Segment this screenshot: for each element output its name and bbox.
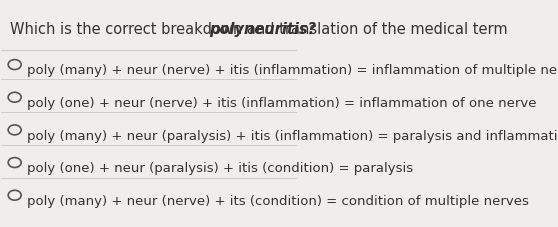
Text: poly (one) + neur (nerve) + itis (inflammation) = inflammation of one nerve: poly (one) + neur (nerve) + itis (inflam… (27, 97, 536, 110)
Text: polyneuritis?: polyneuritis? (209, 22, 316, 37)
Text: poly (many) + neur (nerve) + itis (inflammation) = inflammation of multiple nerv: poly (many) + neur (nerve) + itis (infla… (27, 64, 558, 77)
Text: poly (one) + neur (paralysis) + itis (condition) = paralysis: poly (one) + neur (paralysis) + itis (co… (27, 162, 412, 175)
Text: poly (many) + neur (paralysis) + itis (inflammation) = paralysis and inflammatio: poly (many) + neur (paralysis) + itis (i… (27, 129, 558, 142)
Text: poly (many) + neur (nerve) + its (condition) = condition of multiple nerves: poly (many) + neur (nerve) + its (condit… (27, 194, 528, 207)
Text: Which is the correct breakdown and translation of the medical term: Which is the correct breakdown and trans… (10, 22, 512, 37)
